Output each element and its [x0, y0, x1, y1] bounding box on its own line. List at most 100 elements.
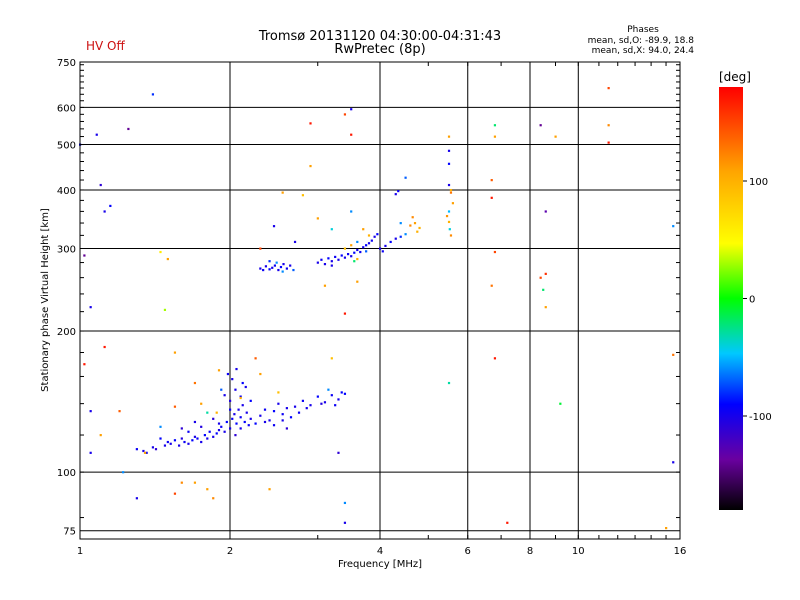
chart-title: Tromsø 20131120 04:30:00-04:31:43	[258, 29, 501, 44]
data-point	[143, 451, 147, 454]
data-point	[445, 214, 449, 218]
data-point	[493, 135, 497, 138]
data-point	[259, 372, 262, 376]
data-point	[247, 424, 250, 427]
data-point	[367, 242, 371, 245]
data-point	[206, 411, 209, 414]
data-point	[343, 521, 347, 524]
y-tick-label: 400	[57, 186, 76, 197]
data-point	[373, 235, 376, 238]
data-point	[206, 437, 209, 440]
data-point	[416, 230, 419, 233]
y-tick-label: 100	[57, 468, 76, 479]
y-tick-label: 600	[57, 103, 76, 114]
hv-status-label: HV Off	[86, 39, 125, 53]
data-point	[279, 265, 283, 269]
data-point	[281, 191, 284, 194]
data-point	[177, 444, 181, 447]
data-point	[362, 228, 365, 231]
data-point	[490, 284, 493, 287]
data-point	[281, 413, 284, 416]
data-point	[343, 256, 347, 259]
data-point	[544, 306, 547, 309]
data-point	[234, 434, 237, 437]
data-point	[353, 260, 356, 263]
data-point	[340, 391, 343, 394]
data-point	[316, 395, 319, 398]
data-point	[394, 193, 397, 196]
y-tick-label: 300	[57, 245, 76, 256]
data-point	[262, 268, 265, 272]
data-point	[289, 416, 293, 419]
x-tick-label: 16	[674, 546, 687, 557]
data-point	[203, 434, 206, 437]
data-point	[281, 419, 284, 422]
data-point	[268, 268, 271, 271]
legend-title: Phases	[627, 25, 659, 35]
y-tick-label: 200	[57, 327, 76, 338]
data-point	[340, 254, 343, 257]
data-point	[343, 113, 347, 116]
data-point	[83, 363, 86, 366]
data-point	[193, 481, 197, 484]
data-point	[239, 416, 242, 419]
data-point	[275, 261, 278, 264]
data-point	[323, 401, 327, 404]
x-tick-label: 8	[527, 546, 533, 557]
y-axis-label: Stationary phase Virtual Height [km]	[40, 208, 51, 392]
data-point	[293, 240, 297, 244]
data-point	[323, 284, 327, 287]
data-point	[544, 272, 547, 275]
data-point	[309, 164, 312, 168]
data-point	[370, 239, 373, 242]
data-point	[191, 439, 194, 442]
data-point	[397, 189, 400, 193]
data-point	[413, 222, 417, 225]
data-point	[376, 233, 379, 236]
data-point	[231, 378, 234, 381]
data-point	[166, 440, 169, 444]
y-tick-label: 75	[63, 527, 76, 538]
data-point	[343, 392, 347, 395]
data-point	[223, 430, 226, 433]
y-tick-label: 750	[57, 58, 76, 69]
data-point	[159, 250, 162, 254]
data-point	[272, 424, 276, 427]
data-point	[539, 124, 542, 127]
data-point	[103, 210, 106, 213]
legend: Phases mean, sd,O: -89.9, 18.8 mean, sd,…	[588, 25, 695, 56]
data-point	[389, 240, 392, 244]
data-point	[350, 255, 353, 258]
data-point	[309, 404, 312, 407]
data-point	[544, 210, 547, 213]
data-point	[285, 427, 288, 430]
data-point	[554, 135, 557, 138]
data-point	[292, 268, 295, 272]
data-point	[362, 246, 365, 249]
data-point	[212, 435, 215, 438]
data-point	[142, 449, 145, 453]
data-point	[180, 427, 183, 430]
colorbar-tick-label: 100	[749, 177, 768, 188]
data-point	[127, 127, 130, 131]
data-point	[418, 226, 421, 230]
data-point	[241, 381, 244, 385]
data-point	[327, 388, 330, 391]
data-point	[447, 220, 451, 224]
data-point	[272, 410, 276, 413]
colorbar-gradient	[719, 87, 743, 510]
data-point	[193, 420, 197, 424]
data-point	[399, 222, 402, 225]
data-point	[135, 497, 138, 500]
data-point	[350, 133, 353, 136]
data-point	[330, 394, 333, 397]
data-point	[356, 240, 359, 244]
data-point	[447, 210, 451, 213]
data-point	[367, 234, 371, 237]
data-point	[200, 402, 203, 405]
data-point	[180, 481, 183, 484]
data-point	[330, 228, 333, 231]
legend-x-stats: mean, sd,X: 94.0, 24.4	[592, 46, 695, 56]
data-point	[220, 425, 223, 428]
data-point	[95, 133, 98, 136]
